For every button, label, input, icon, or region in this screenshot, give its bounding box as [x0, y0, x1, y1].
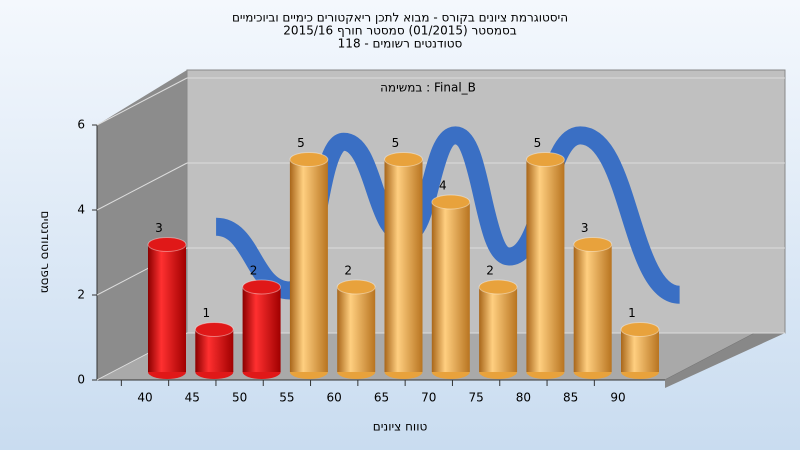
bar-top: [336, 279, 376, 295]
bar: [526, 159, 565, 372]
bar-top: [478, 279, 518, 295]
x-tick-label: 50: [232, 391, 247, 405]
bar-top: [525, 152, 565, 167]
data-label: 5: [534, 136, 542, 150]
x-tick-label: 90: [610, 391, 625, 405]
bar-top: [384, 152, 423, 167]
data-label: 5: [297, 136, 305, 150]
x-tick-label: 60: [327, 391, 342, 405]
x-tick-label: 85: [563, 391, 578, 405]
data-label: 3: [581, 221, 589, 235]
bar-top: [289, 152, 329, 167]
y-tick-label: 6: [77, 118, 85, 132]
grid-line: [96, 162, 188, 211]
x-tick-label: 65: [374, 391, 389, 405]
bar-top: [620, 322, 660, 337]
bar: [242, 287, 281, 372]
bar: [195, 329, 234, 372]
x-tick-label: 70: [421, 391, 436, 405]
x-tick-label: 45: [185, 391, 200, 405]
grid-line: [96, 77, 188, 126]
data-label: 1: [628, 306, 636, 320]
annotation: במשימה : Final_B: [380, 81, 476, 95]
y-axis-label: מספר סטודנטים: [39, 211, 53, 294]
data-label: 4: [439, 179, 447, 193]
chart-subtitle: בסמסטר (01/2015) סמסטר חורף 2015/16: [283, 24, 516, 38]
bar: [621, 329, 659, 372]
bar: [289, 159, 328, 372]
data-label: 2: [344, 264, 352, 278]
data-label: 1: [202, 306, 210, 320]
bar: [573, 244, 612, 372]
data-label: 2: [250, 264, 258, 278]
bar-top: [573, 237, 613, 252]
x-tick-label: 55: [279, 391, 294, 405]
bar: [337, 287, 376, 372]
x-tick-label: 80: [516, 391, 531, 405]
x-axis-label: טווח ציונים: [373, 420, 428, 434]
bar: [384, 159, 423, 372]
y-tick-label: 2: [77, 288, 85, 302]
floor-edge: [665, 333, 785, 388]
data-label: 3: [155, 221, 163, 235]
data-label: 2: [486, 264, 494, 278]
bar-top: [147, 237, 187, 252]
chart-title: היסטוגרמת ציונים בקורס - מבוא לתכן ריאקט…: [232, 11, 568, 25]
bar-top: [431, 194, 471, 210]
x-tick-label: 40: [137, 391, 152, 405]
bar: [479, 287, 518, 372]
bar-top: [242, 279, 282, 295]
data-label: 5: [392, 136, 400, 150]
x-tick-label: 75: [468, 391, 483, 405]
bar: [431, 202, 470, 372]
y-tick-label: 4: [77, 203, 85, 217]
bar-top: [194, 322, 234, 337]
y-tick-label: 0: [77, 373, 85, 387]
chart-subtitle: סטודנטים רשומים - 118: [338, 37, 463, 51]
bar: [148, 244, 186, 372]
